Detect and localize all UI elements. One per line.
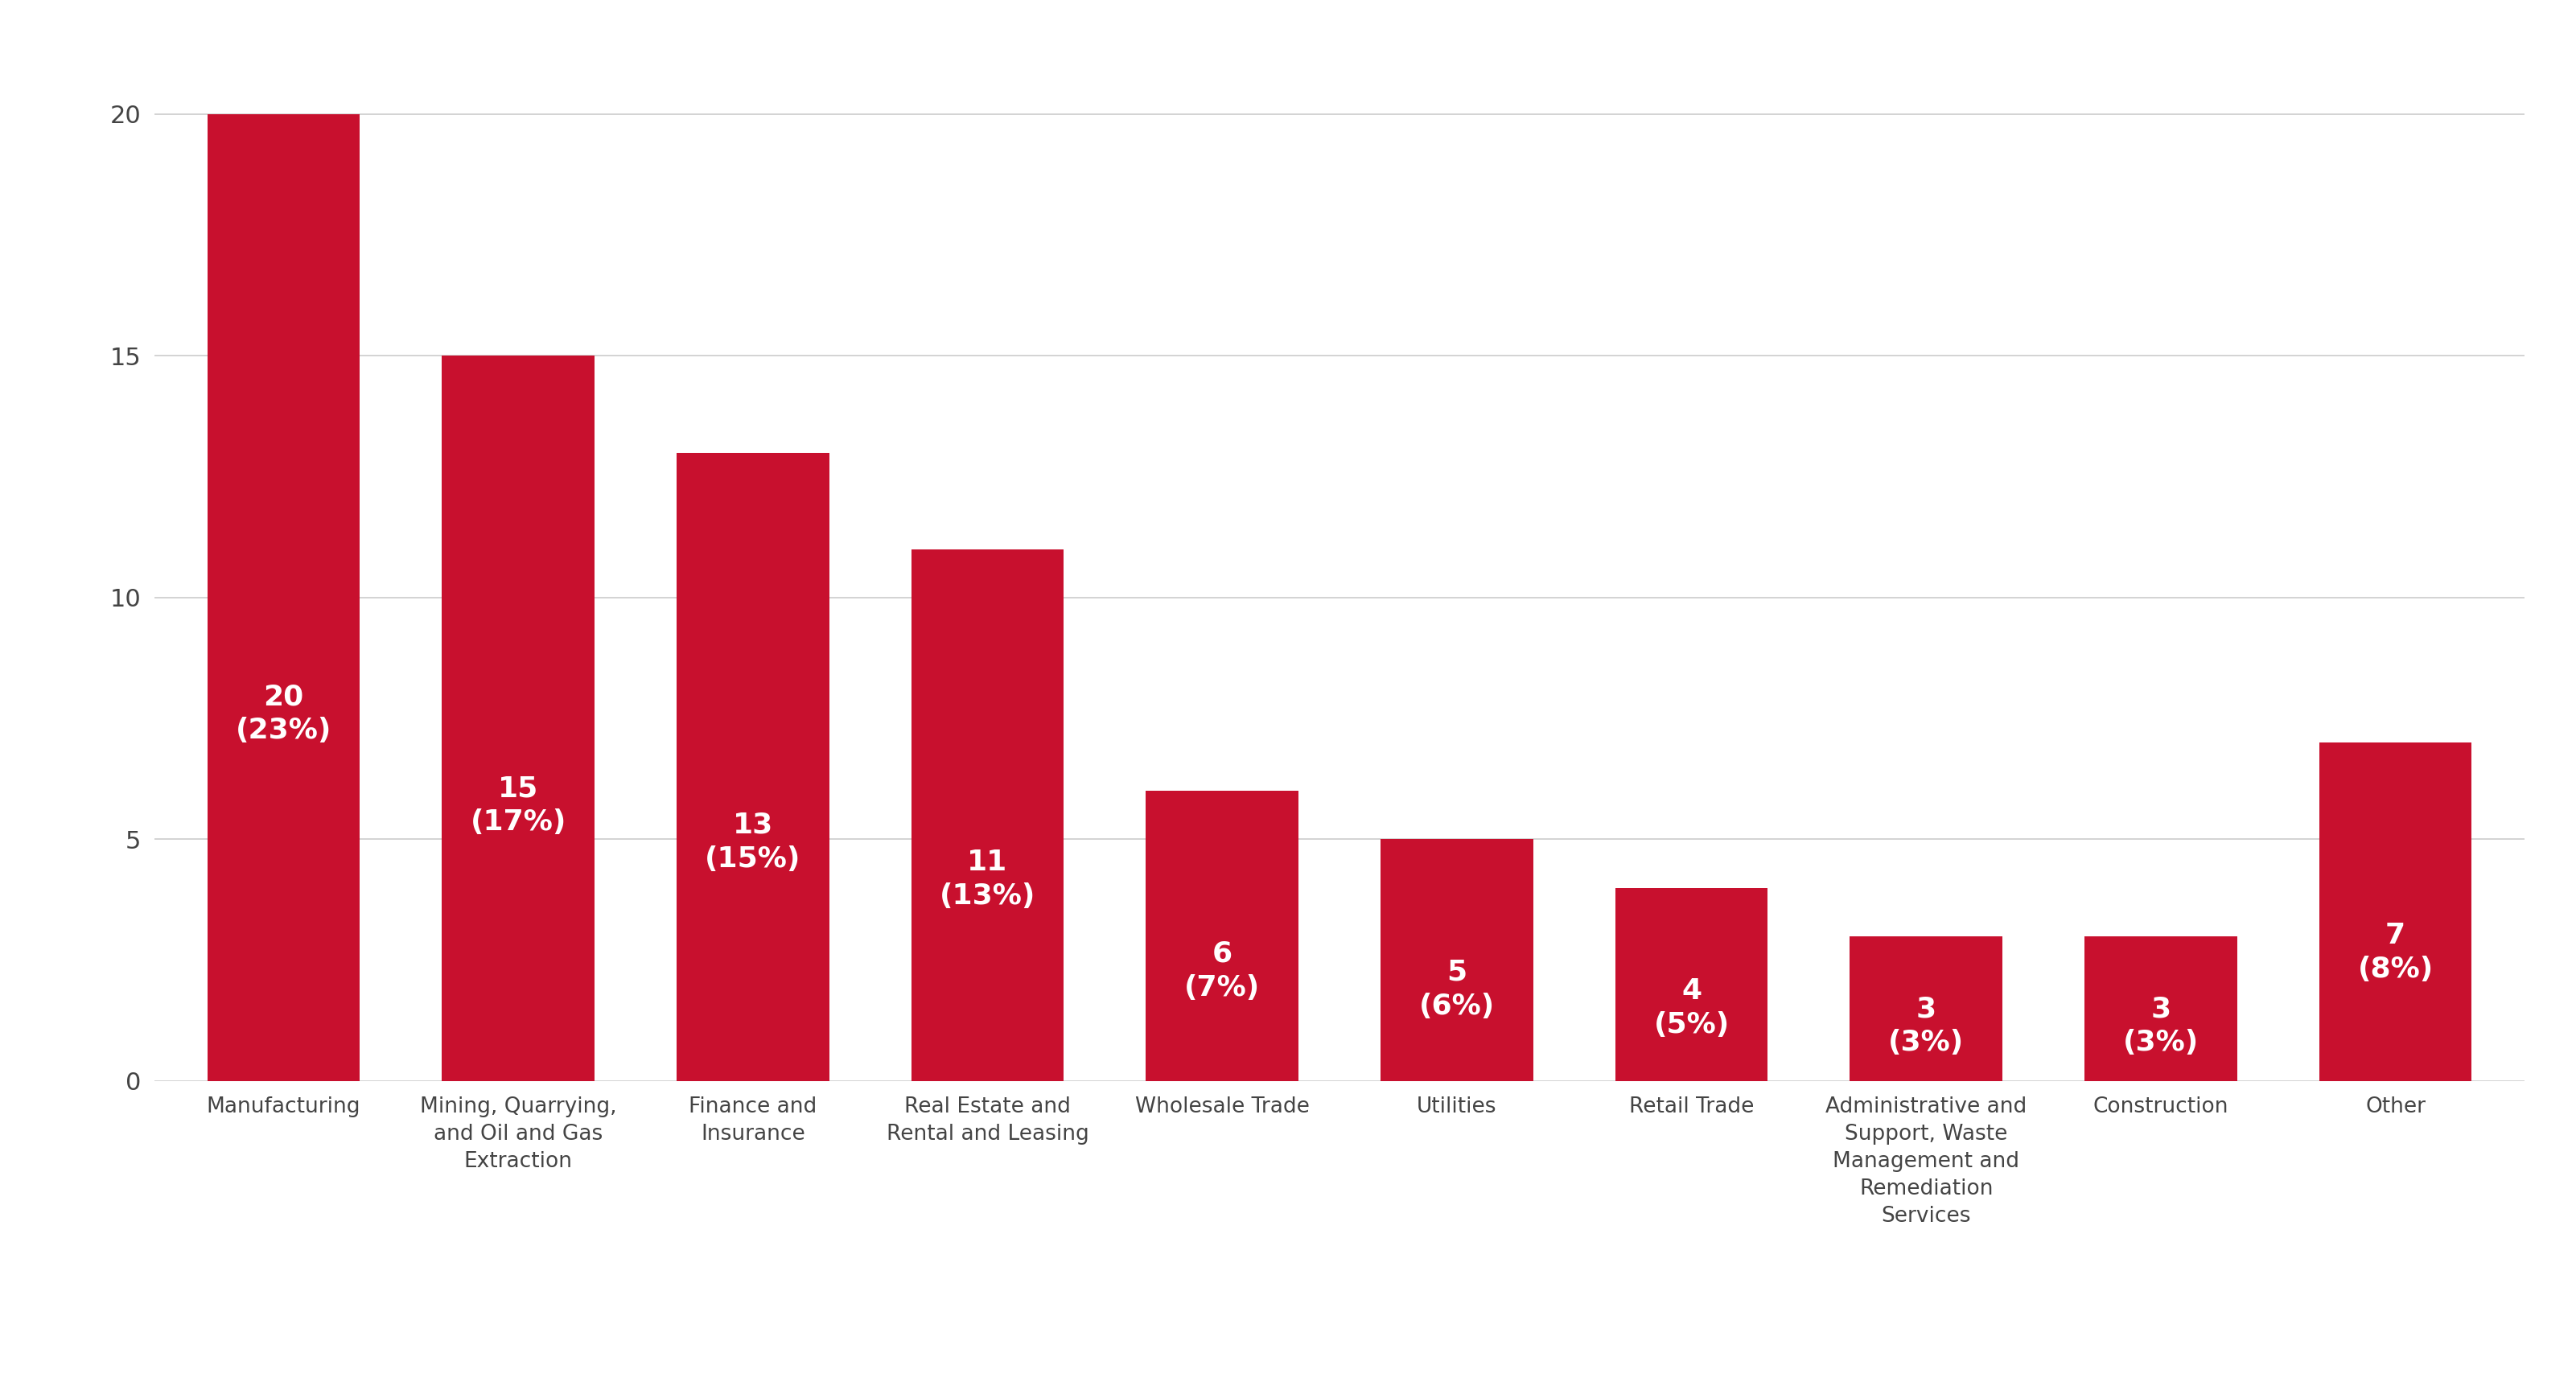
- Text: 7
(8%): 7 (8%): [2357, 922, 2434, 983]
- Text: 4
(5%): 4 (5%): [1654, 977, 1728, 1038]
- Bar: [206, 114, 361, 1081]
- Text: 6
(7%): 6 (7%): [1185, 940, 1260, 1002]
- Text: 5
(6%): 5 (6%): [1419, 959, 1494, 1020]
- Bar: [1146, 791, 1298, 1081]
- Text: 3
(3%): 3 (3%): [2123, 995, 2200, 1056]
- Bar: [1615, 887, 1767, 1081]
- Bar: [443, 356, 595, 1081]
- Text: 20
(23%): 20 (23%): [234, 683, 332, 744]
- Bar: [677, 453, 829, 1081]
- Text: 3
(3%): 3 (3%): [1888, 995, 1963, 1056]
- Text: 15
(17%): 15 (17%): [471, 775, 567, 836]
- Text: 11
(13%): 11 (13%): [940, 848, 1036, 909]
- Bar: [1381, 840, 1533, 1081]
- Bar: [912, 549, 1064, 1081]
- Bar: [1850, 936, 2002, 1081]
- Text: 13
(15%): 13 (15%): [706, 812, 801, 873]
- Bar: [2318, 743, 2473, 1081]
- Bar: [2084, 936, 2236, 1081]
